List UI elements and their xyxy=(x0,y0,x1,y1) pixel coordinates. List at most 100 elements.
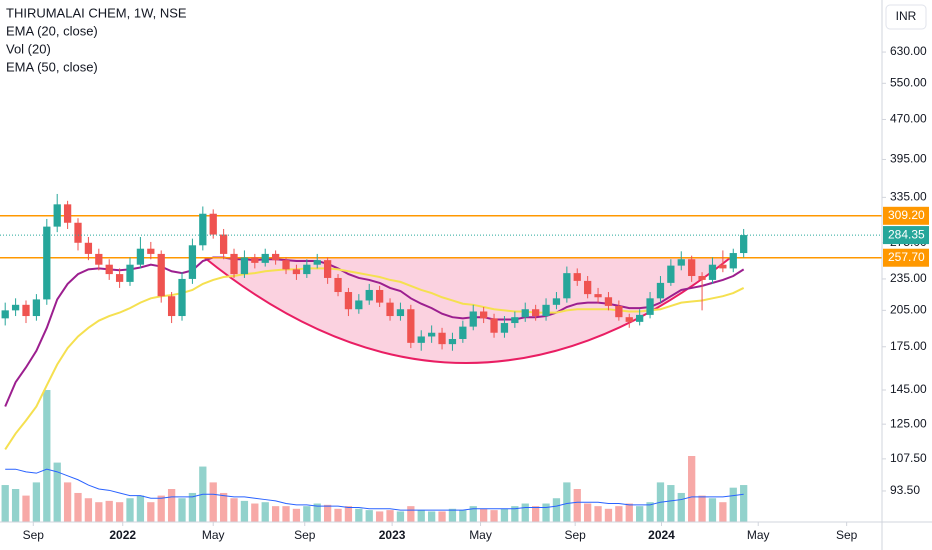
candle-body xyxy=(115,274,124,282)
candle-body xyxy=(469,311,477,327)
x-tick-label: Sep xyxy=(294,528,316,542)
volume-bar xyxy=(95,502,103,522)
time-scale-panel xyxy=(0,522,882,550)
candle-body xyxy=(219,234,228,254)
candle-body xyxy=(178,278,186,317)
candle-body xyxy=(615,305,623,318)
volume-bar xyxy=(230,498,238,522)
volume-bar xyxy=(740,485,748,522)
x-tick-label: 2024 xyxy=(648,528,675,542)
candle-body xyxy=(261,253,269,263)
volume-bar xyxy=(178,498,186,522)
candle-body xyxy=(584,280,592,295)
x-tick-label: May xyxy=(469,528,492,542)
volume-bar xyxy=(594,506,602,522)
candle-body xyxy=(490,318,498,333)
candle-body xyxy=(594,294,602,298)
candle-body xyxy=(386,302,394,317)
volume-bar xyxy=(563,482,571,522)
candle-body xyxy=(573,273,581,281)
volume-bar xyxy=(261,502,269,522)
candle-body xyxy=(427,332,436,337)
x-tick-label: Sep xyxy=(836,528,858,542)
volume-bar xyxy=(219,492,228,522)
candle-body xyxy=(230,253,238,275)
volume-bar xyxy=(636,506,644,522)
volume-bar xyxy=(115,502,124,522)
volume-bar xyxy=(459,510,467,522)
volume-bar xyxy=(323,504,332,522)
candle-body xyxy=(63,204,72,223)
volume-bar xyxy=(53,462,61,522)
candle-body xyxy=(53,204,61,227)
volume-bar xyxy=(438,511,446,522)
volume-ma-line xyxy=(5,468,744,511)
candle-body xyxy=(271,253,280,261)
candle-body xyxy=(167,296,176,317)
volume-bar xyxy=(511,506,519,522)
volume-bar xyxy=(22,495,30,522)
candle-body xyxy=(667,265,675,283)
candle-body xyxy=(511,317,519,324)
volume-bar xyxy=(604,508,613,522)
candle-body xyxy=(563,273,571,299)
volume-bar xyxy=(469,506,477,522)
price-tag-label: 284.35 xyxy=(888,227,925,241)
volume-bar xyxy=(251,503,259,522)
candle-body xyxy=(240,257,249,275)
volume-bar xyxy=(365,510,373,522)
volume-bar xyxy=(615,506,623,522)
volume-bar xyxy=(375,511,384,522)
x-tick-label: Sep xyxy=(23,528,45,542)
volume-bar xyxy=(646,502,654,522)
x-tick-label: Sep xyxy=(564,528,586,542)
y-tick-label: 175.00 xyxy=(890,339,927,353)
candle-body xyxy=(323,260,332,278)
candle-body xyxy=(448,339,457,345)
candle-body xyxy=(532,309,540,317)
candle-body xyxy=(375,289,384,303)
volume-bar xyxy=(126,498,134,522)
candle-body xyxy=(365,289,373,301)
legend-entry[interactable]: Vol (20) xyxy=(6,41,51,56)
candle-body xyxy=(1,310,9,319)
volume-bar xyxy=(303,506,311,522)
price-tag-label: 257.70 xyxy=(888,250,925,264)
volume-bar xyxy=(552,498,561,522)
plot-layer xyxy=(0,193,882,522)
candle-body xyxy=(292,269,301,275)
currency-label: INR xyxy=(896,9,917,23)
legend-entry[interactable]: EMA (50, close) xyxy=(6,59,98,74)
volume-bar xyxy=(407,506,415,522)
volume-bar xyxy=(313,503,321,522)
volume-bar xyxy=(532,506,540,522)
volume-bar xyxy=(188,492,197,522)
volume-bar xyxy=(32,482,41,522)
candle-body xyxy=(542,304,550,317)
volume-bar xyxy=(521,503,529,522)
volume-bar xyxy=(719,502,727,522)
candle-body xyxy=(209,213,217,235)
candle-body xyxy=(656,282,665,299)
volume-bar xyxy=(677,492,685,522)
volume-bar xyxy=(11,489,20,522)
y-tick-label: 205.00 xyxy=(890,303,927,317)
y-tick-label: 470.00 xyxy=(890,112,927,126)
currency-button[interactable] xyxy=(885,4,927,30)
volume-bar xyxy=(292,508,301,522)
legend-entry[interactable]: EMA (20, close) xyxy=(6,23,98,38)
volume-bar xyxy=(344,506,353,522)
y-tick-label: 107.50 xyxy=(890,451,927,465)
volume-bar xyxy=(167,489,176,522)
x-tick-label: 2022 xyxy=(109,528,136,542)
candle-body xyxy=(417,336,425,343)
candle-body xyxy=(303,264,311,275)
candle-body xyxy=(11,304,20,311)
volume-bar xyxy=(542,503,550,522)
candle-body xyxy=(188,245,197,279)
y-tick-label: 335.00 xyxy=(890,190,927,204)
volume-bar xyxy=(147,502,155,522)
volume-bar xyxy=(43,390,51,522)
volume-bar xyxy=(355,508,363,522)
